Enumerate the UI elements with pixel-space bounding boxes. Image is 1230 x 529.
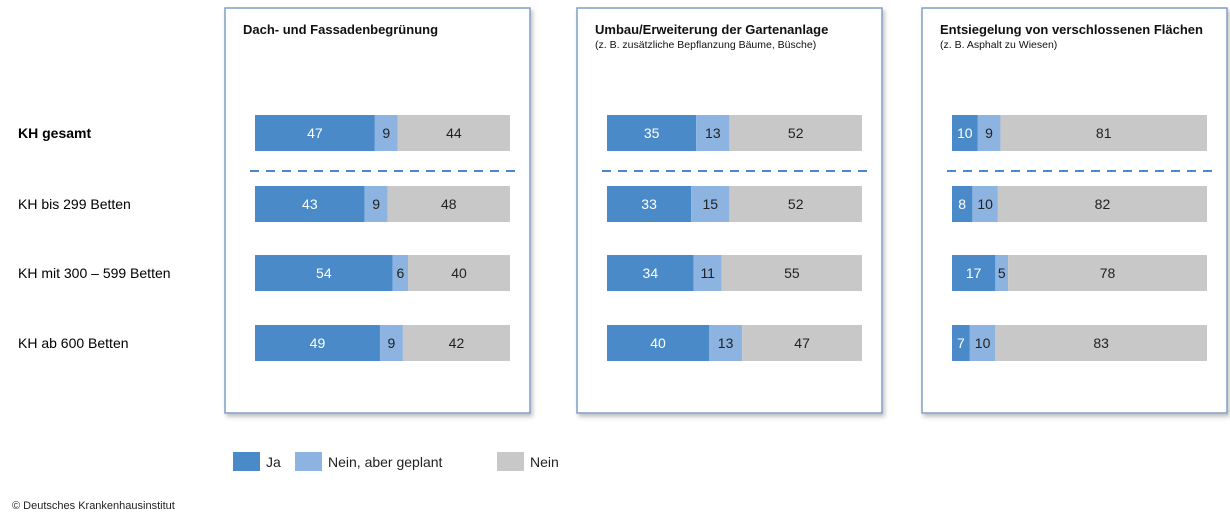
bar-segment bbox=[379, 325, 403, 361]
value-label: 11 bbox=[700, 265, 715, 281]
panel-subtitle: (z. B. zusätzliche Bepflanzung Bäume, Bü… bbox=[595, 39, 817, 51]
value-label: 43 bbox=[302, 196, 318, 212]
legend-label: Nein, aber geplant bbox=[328, 454, 443, 470]
value-label: 10 bbox=[977, 196, 993, 212]
bar-segment bbox=[255, 255, 393, 291]
bar-segment bbox=[729, 186, 862, 222]
panel-title-block: Dach- und Fassadenbegrünung bbox=[243, 22, 508, 38]
panel-subtitle: (z. B. Asphalt zu Wiesen) bbox=[940, 39, 1058, 51]
panel-title-block: Umbau/Erweiterung der Gartenanlage (z. B.… bbox=[595, 22, 860, 52]
bar-segment bbox=[374, 115, 398, 151]
value-label: 35 bbox=[644, 125, 660, 141]
value-label: 6 bbox=[396, 265, 404, 281]
value-label: 10 bbox=[975, 335, 991, 351]
value-label: 15 bbox=[702, 196, 718, 212]
panel-title: Dach- und Fassadenbegrünung bbox=[243, 22, 439, 37]
source: © Deutsches Krankenhausinstitut bbox=[12, 500, 175, 512]
row-label: KH mit 300 – 599 Betten bbox=[18, 265, 171, 281]
bar-segment bbox=[392, 255, 408, 291]
bar-segment bbox=[952, 255, 996, 291]
value-label: 40 bbox=[650, 335, 666, 351]
bar-segment bbox=[952, 186, 973, 222]
value-label: 55 bbox=[784, 265, 800, 281]
bar-segment bbox=[742, 325, 862, 361]
row-label: KH bis 299 Betten bbox=[18, 196, 131, 212]
bar-segment bbox=[696, 115, 730, 151]
bar-segment bbox=[607, 255, 694, 291]
bar-segment bbox=[729, 115, 862, 151]
bar-segment bbox=[997, 186, 1207, 222]
row-label: KH gesamt bbox=[18, 125, 91, 141]
value-label: 10 bbox=[957, 125, 973, 141]
value-label: 48 bbox=[441, 196, 457, 212]
value-label: 52 bbox=[788, 196, 804, 212]
value-label: 81 bbox=[1096, 125, 1112, 141]
legend-swatch bbox=[497, 452, 524, 471]
bar-segment bbox=[1000, 115, 1207, 151]
bar-segment bbox=[607, 115, 697, 151]
value-label: 78 bbox=[1100, 265, 1116, 281]
row-label: KH ab 600 Betten bbox=[18, 335, 129, 351]
value-label: 7 bbox=[957, 335, 965, 351]
bar-segment bbox=[607, 325, 709, 361]
bar-segment bbox=[995, 325, 1207, 361]
value-label: 52 bbox=[788, 125, 804, 141]
bar-segment bbox=[972, 186, 998, 222]
bar-segment bbox=[255, 115, 375, 151]
panel-title-block: Entsiegelung von verschlossenen Flächen (… bbox=[940, 22, 1205, 52]
value-label: 47 bbox=[307, 125, 323, 141]
value-label: 13 bbox=[718, 335, 734, 351]
value-label: 33 bbox=[641, 196, 657, 212]
value-label: 44 bbox=[446, 125, 462, 141]
value-label: 47 bbox=[794, 335, 810, 351]
bar-segment bbox=[995, 255, 1009, 291]
legend-label: Ja bbox=[266, 454, 281, 470]
legend-label: Nein bbox=[530, 454, 559, 470]
bar-segment bbox=[397, 115, 510, 151]
value-label: 40 bbox=[451, 265, 467, 281]
value-label: 8 bbox=[958, 196, 966, 212]
value-label: 13 bbox=[705, 125, 721, 141]
bar-segment bbox=[691, 186, 730, 222]
value-label: 9 bbox=[985, 125, 993, 141]
bar-segment bbox=[364, 186, 388, 222]
panel-title: Entsiegelung von verschlossenen Flächen bbox=[940, 22, 1203, 37]
bar-segment bbox=[255, 325, 380, 361]
bar-segment bbox=[721, 255, 862, 291]
value-label: 9 bbox=[372, 196, 380, 212]
bar-segment bbox=[255, 186, 365, 222]
value-label: 54 bbox=[316, 265, 332, 281]
bar-segment bbox=[1008, 255, 1207, 291]
bar-segment bbox=[387, 186, 510, 222]
legend-swatch bbox=[233, 452, 260, 471]
bar-segment bbox=[402, 325, 510, 361]
value-label: 42 bbox=[449, 335, 465, 351]
bar-segment bbox=[969, 325, 996, 361]
bar-segment bbox=[607, 186, 692, 222]
value-label: 34 bbox=[643, 265, 659, 281]
value-label: 83 bbox=[1093, 335, 1109, 351]
bar-segment bbox=[693, 255, 722, 291]
value-label: 17 bbox=[966, 265, 982, 281]
legend-swatch bbox=[295, 452, 322, 471]
bar-segment bbox=[952, 115, 978, 151]
bar-segment bbox=[952, 325, 970, 361]
value-label: 9 bbox=[388, 335, 396, 351]
value-label: 49 bbox=[310, 335, 326, 351]
value-label: 82 bbox=[1095, 196, 1111, 212]
bar-segment bbox=[408, 255, 510, 291]
panel-title: Umbau/Erweiterung der Gartenanlage bbox=[595, 22, 829, 37]
bar-segment bbox=[709, 325, 743, 361]
value-label: 9 bbox=[382, 125, 390, 141]
value-label: 5 bbox=[998, 265, 1006, 281]
bar-segment bbox=[977, 115, 1001, 151]
